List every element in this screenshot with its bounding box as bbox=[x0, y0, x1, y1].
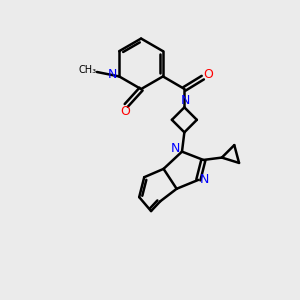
Text: N: N bbox=[200, 173, 210, 186]
Text: CH₃: CH₃ bbox=[78, 65, 97, 76]
Text: N: N bbox=[171, 142, 180, 155]
Text: O: O bbox=[120, 106, 130, 118]
Text: O: O bbox=[203, 68, 213, 81]
Text: N: N bbox=[181, 94, 190, 107]
Text: N: N bbox=[108, 68, 117, 82]
